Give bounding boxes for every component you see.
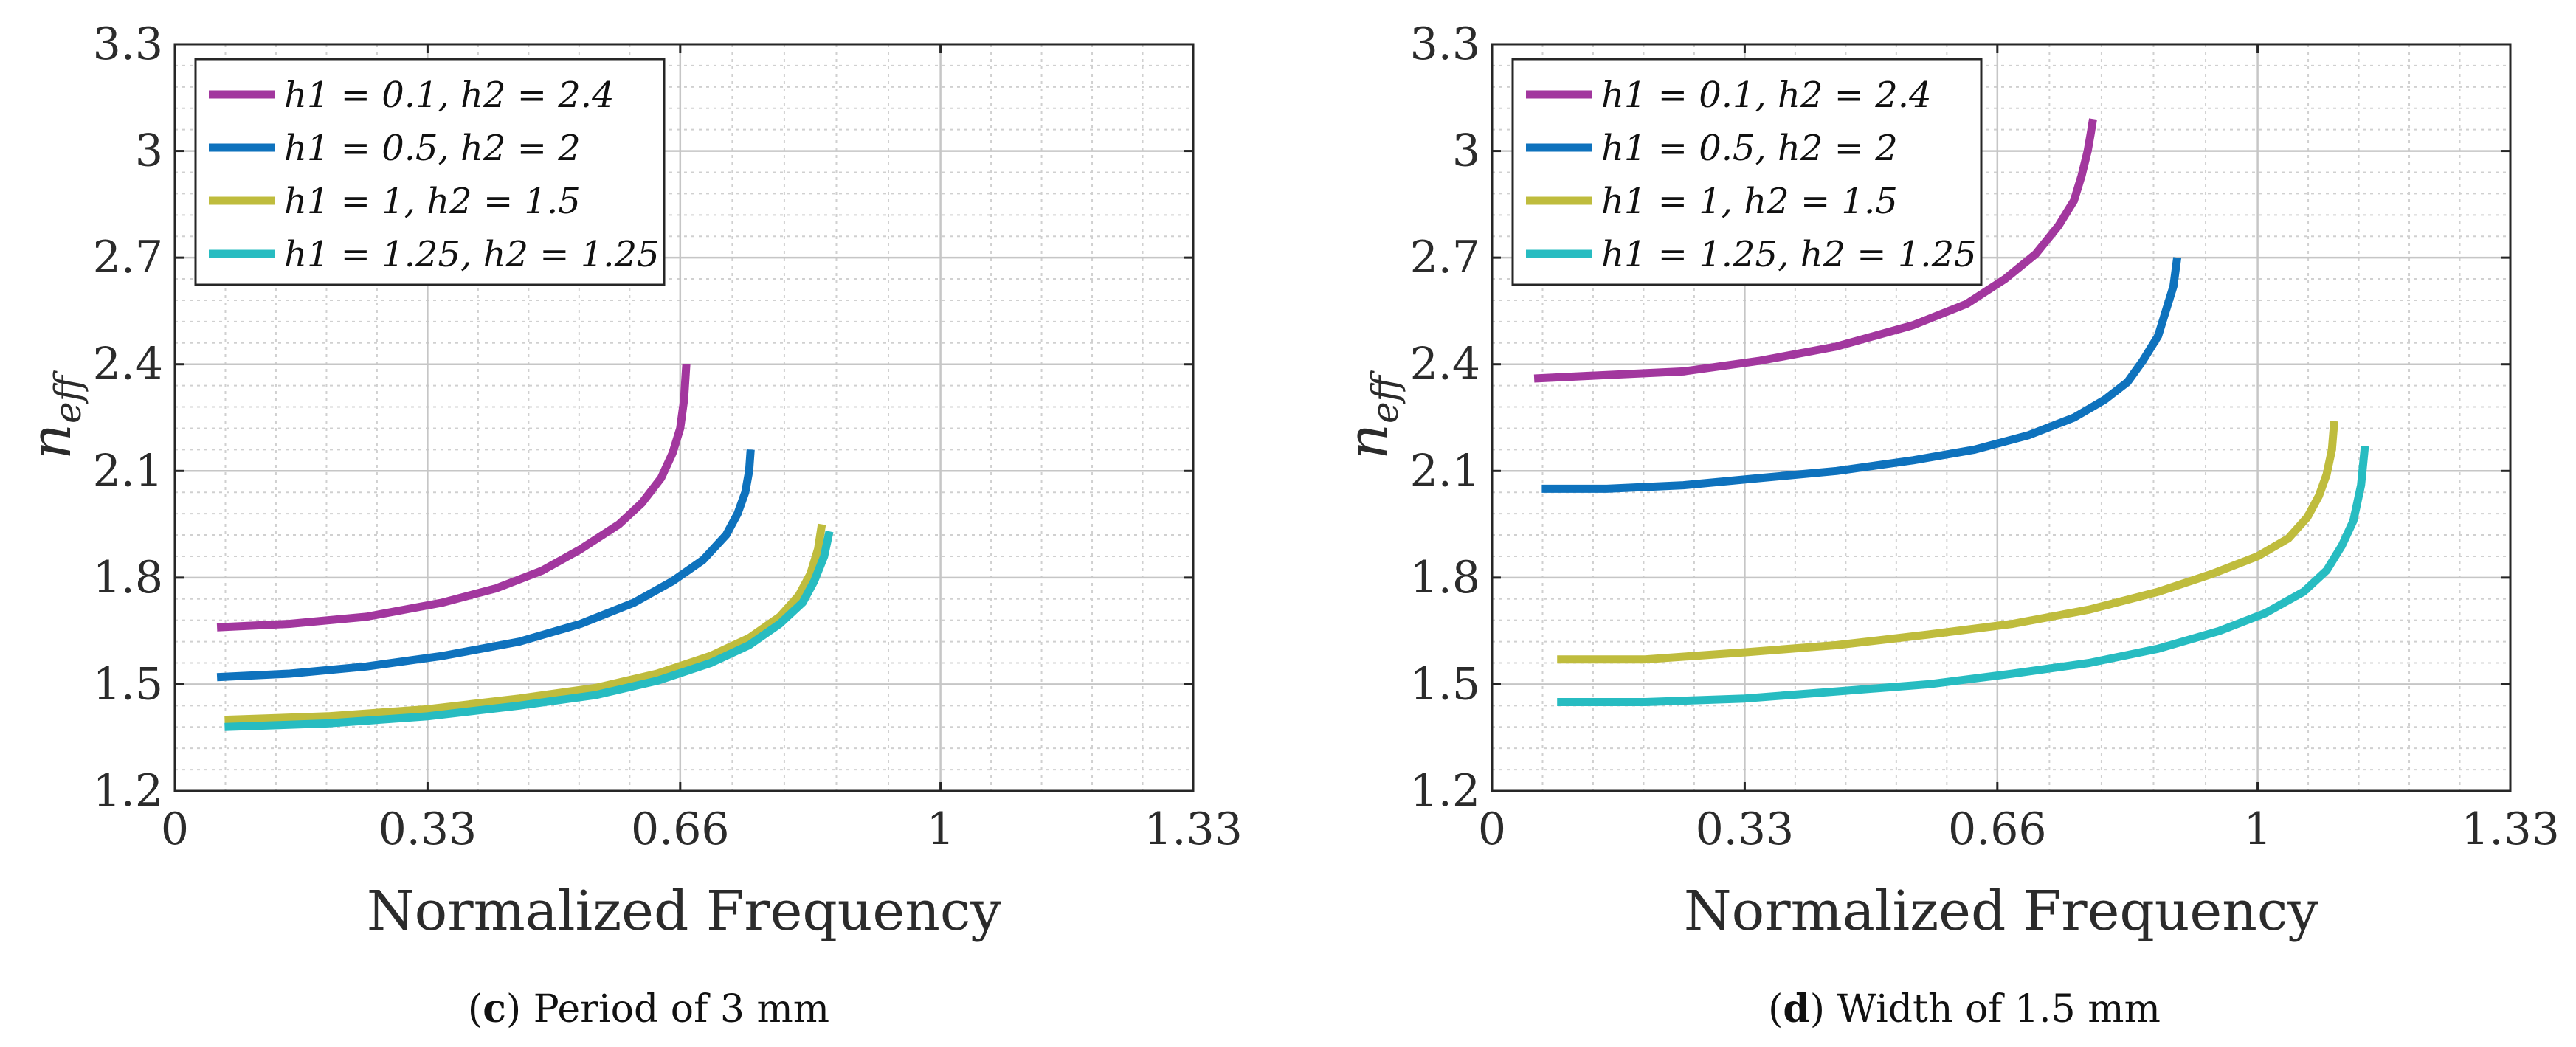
x-tick-label: 0 [161, 804, 189, 855]
y-tick-label: 3 [1452, 125, 1480, 177]
panel-caption: (d) Width of 1.5 mm [1768, 986, 2161, 1032]
tick-labels: 0 0.33 0.66 1 1.33 1.2 1.5 1.8 2.1 2.4 2.7 3 3.3 [1410, 18, 2560, 855]
y-tick-label: 3.3 [1410, 18, 1480, 70]
y-tick-label: 2.7 [93, 232, 163, 283]
series-line [216, 449, 755, 682]
series-line [1541, 257, 2182, 493]
x-tick-label: 1.33 [1144, 804, 1243, 855]
y-tick-label: 1.8 [1410, 552, 1480, 604]
y-tick-label: 3.3 [93, 18, 163, 70]
caption-letter: d [1783, 986, 1809, 1032]
x-tick-label: 1 [927, 804, 955, 855]
series-line [1557, 421, 2338, 664]
y-tick-label: 1.5 [93, 658, 163, 710]
legend-label: h1 = 0.5, h2 = 2 [1601, 128, 1898, 169]
series-line [216, 364, 691, 632]
x-axis-label: Normalized Frequency [367, 880, 1001, 943]
y-tick-label: 1.5 [1410, 658, 1480, 710]
y-tick-label: 1.2 [1410, 765, 1480, 817]
y-axis-label: neff [18, 370, 89, 460]
series-line [1533, 118, 2097, 383]
series-line [224, 531, 834, 731]
legend: h1 = 0.1, h2 = 2.4 h1 = 0.5, h2 = 2 h1 = 1… [1511, 58, 1983, 286]
y-tick-label: 1.8 [93, 552, 163, 604]
y-tick-label: 2.4 [1410, 339, 1480, 390]
caption-letter: c [483, 986, 506, 1032]
panel-caption: (c) Period of 3 mm [468, 986, 829, 1032]
plot-frame [173, 43, 1195, 792]
x-tick-label: 0.33 [379, 804, 477, 855]
plot-frame [1491, 43, 2512, 792]
y-tick-label: 2.1 [93, 445, 163, 497]
legend: h1 = 0.1, h2 = 2.4 h1 = 0.5, h2 = 2 h1 = 1… [194, 58, 666, 286]
x-tick-label: 0 [1478, 804, 1506, 855]
caption-text: Period of 3 mm [533, 987, 829, 1032]
legend-label: h1 = 0.1, h2 = 2.4 [1601, 75, 1932, 116]
series-group [216, 364, 834, 731]
chart-panel-d: 0 0.33 0.66 1 1.33 1.2 1.5 1.8 2.1 2.4 2.7 3 3.3 Nor… [1335, 18, 2560, 1032]
y-tick-label: 1.2 [93, 765, 163, 817]
series-line [224, 523, 826, 725]
legend-label: h1 = 1.25, h2 = 1.25 [1601, 234, 1977, 275]
y-tick-label: 2.7 [1410, 232, 1480, 283]
x-tick-label: 0.66 [1948, 804, 2047, 855]
chart-panel-c: 0 0.33 0.66 1 1.33 1.2 1.5 1.8 2.1 2.4 2.7 3 3.3 Nor… [18, 18, 1243, 1032]
y-tick-label: 2.4 [93, 339, 163, 390]
y-tick-label: 2.1 [1410, 445, 1480, 497]
legend-label: h1 = 0.1, h2 = 2.4 [284, 75, 615, 116]
x-tick-label: 1 [2244, 804, 2272, 855]
grid-lines [1491, 43, 2512, 792]
x-tick-label: 0.66 [631, 804, 730, 855]
caption-text: Width of 1.5 mm [1837, 987, 2161, 1032]
x-tick-label: 0.33 [1696, 804, 1795, 855]
y-axis-label: neff [1335, 370, 1406, 460]
tick-labels: 0 0.33 0.66 1 1.33 1.2 1.5 1.8 2.1 2.4 2.7 3 3.3 [93, 18, 1243, 855]
series-group [1533, 118, 2369, 706]
legend-label: h1 = 1, h2 = 1.5 [284, 181, 581, 222]
x-tick-label: 1.33 [2461, 804, 2560, 855]
legend-label: h1 = 1.25, h2 = 1.25 [284, 234, 660, 275]
legend-label: h1 = 0.5, h2 = 2 [284, 128, 581, 169]
y-tick-label: 3 [135, 125, 163, 177]
x-axis-label: Normalized Frequency [1684, 880, 2318, 943]
legend-label: h1 = 1, h2 = 1.5 [1601, 181, 1898, 222]
series-line [1557, 446, 2369, 706]
